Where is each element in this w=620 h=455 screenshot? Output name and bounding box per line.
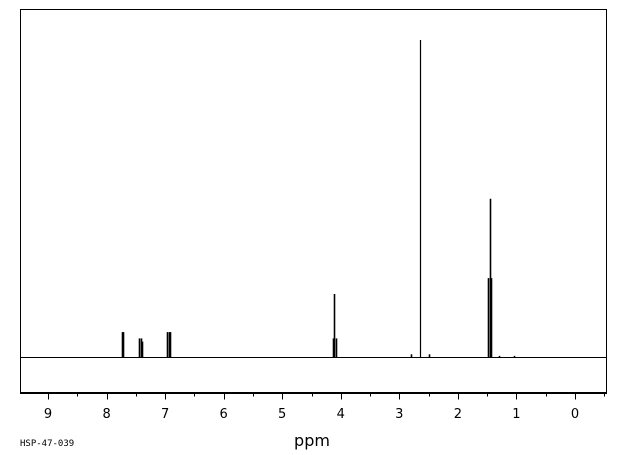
x-tick-label: 0 [571,407,579,422]
x-tick-label: 1 [512,407,520,422]
plot-frame [20,9,607,393]
x-tick-label: 2 [454,407,462,422]
x-tick-label: 4 [337,407,345,422]
x-tick-label: 9 [44,407,52,422]
x-tick-label: 8 [102,407,110,422]
x-tick-label: 3 [395,407,403,422]
x-tick-label: 6 [220,407,228,422]
spectrum-peaks [121,40,516,358]
x-axis-ticks [48,393,605,400]
x-axis-title: ppm [294,431,330,450]
x-axis-tick-labels: 9 8 7 6 5 4 3 2 1 0 [44,407,579,422]
x-tick-label: 5 [278,407,286,422]
sample-id-label: HSP-47-039 [20,439,74,449]
x-tick-label: 7 [161,407,169,422]
